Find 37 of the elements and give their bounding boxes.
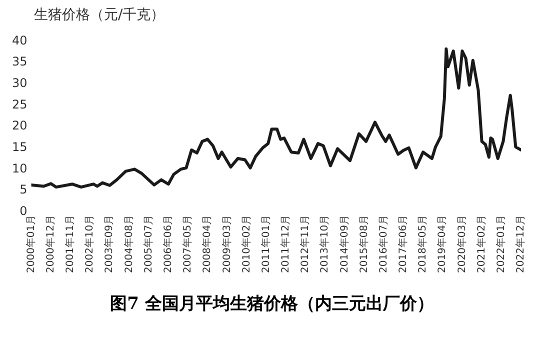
- y-tick-label: 15: [12, 140, 28, 154]
- y-tick-label: 40: [12, 33, 28, 48]
- y-tick-label: 0: [20, 204, 28, 218]
- x-tick-label: 2006年06月: [162, 214, 174, 274]
- x-tick-label: 2020年03月: [456, 214, 468, 274]
- x-tick-label: 2000年12月: [44, 214, 56, 274]
- x-tick-label: 2019年04月: [436, 214, 448, 274]
- x-tick-label: 2011年01月: [260, 214, 272, 274]
- x-tick-label: 2004年08月: [122, 214, 135, 274]
- x-tick-label: 2010年02月: [240, 214, 252, 274]
- x-tick-label: 2003年09月: [103, 214, 116, 274]
- x-tick-label: 2022年01月: [495, 214, 508, 274]
- x-tick-label: 2011年12月: [280, 214, 292, 274]
- x-tick-label: 2000年01月: [24, 214, 37, 274]
- x-tick-label: 2015年08月: [358, 214, 370, 274]
- x-tick-label: 2001年11月: [64, 214, 76, 274]
- x-tick-label: 2016年07月: [377, 214, 390, 274]
- y-tick-label: 20: [12, 118, 28, 133]
- x-tick-label: 2018年05月: [416, 214, 429, 274]
- x-tick-label: 2007年05月: [182, 214, 194, 274]
- x-tick-label: 2021年02月: [475, 214, 488, 274]
- x-tick-label: 2012年11月: [299, 214, 312, 274]
- x-tick-label: 2002年10月: [84, 214, 96, 274]
- y-tick-label: 30: [12, 76, 28, 90]
- y-tick-label: 25: [12, 97, 28, 112]
- x-tick-label: 2014年09月: [338, 214, 350, 274]
- x-tick-label: 2008年04月: [201, 214, 214, 274]
- x-tick-label: 2022年12月: [514, 214, 527, 274]
- x-tick-label: 2013年10月: [318, 214, 331, 274]
- x-tick-label: 2005年07月: [142, 214, 154, 274]
- x-tick-label: 2017年06月: [397, 214, 410, 274]
- y-tick-label: 10: [12, 161, 28, 176]
- y-axis-title: 生猪价格（元/千克）: [33, 6, 166, 25]
- y-tick-label: 35: [12, 54, 28, 69]
- x-tick-label: 2009年03月: [220, 214, 233, 274]
- y-tick-label: 5: [20, 182, 28, 197]
- text: 图7 全国月平均生猪价格（内三元出厂价）: [109, 293, 435, 315]
